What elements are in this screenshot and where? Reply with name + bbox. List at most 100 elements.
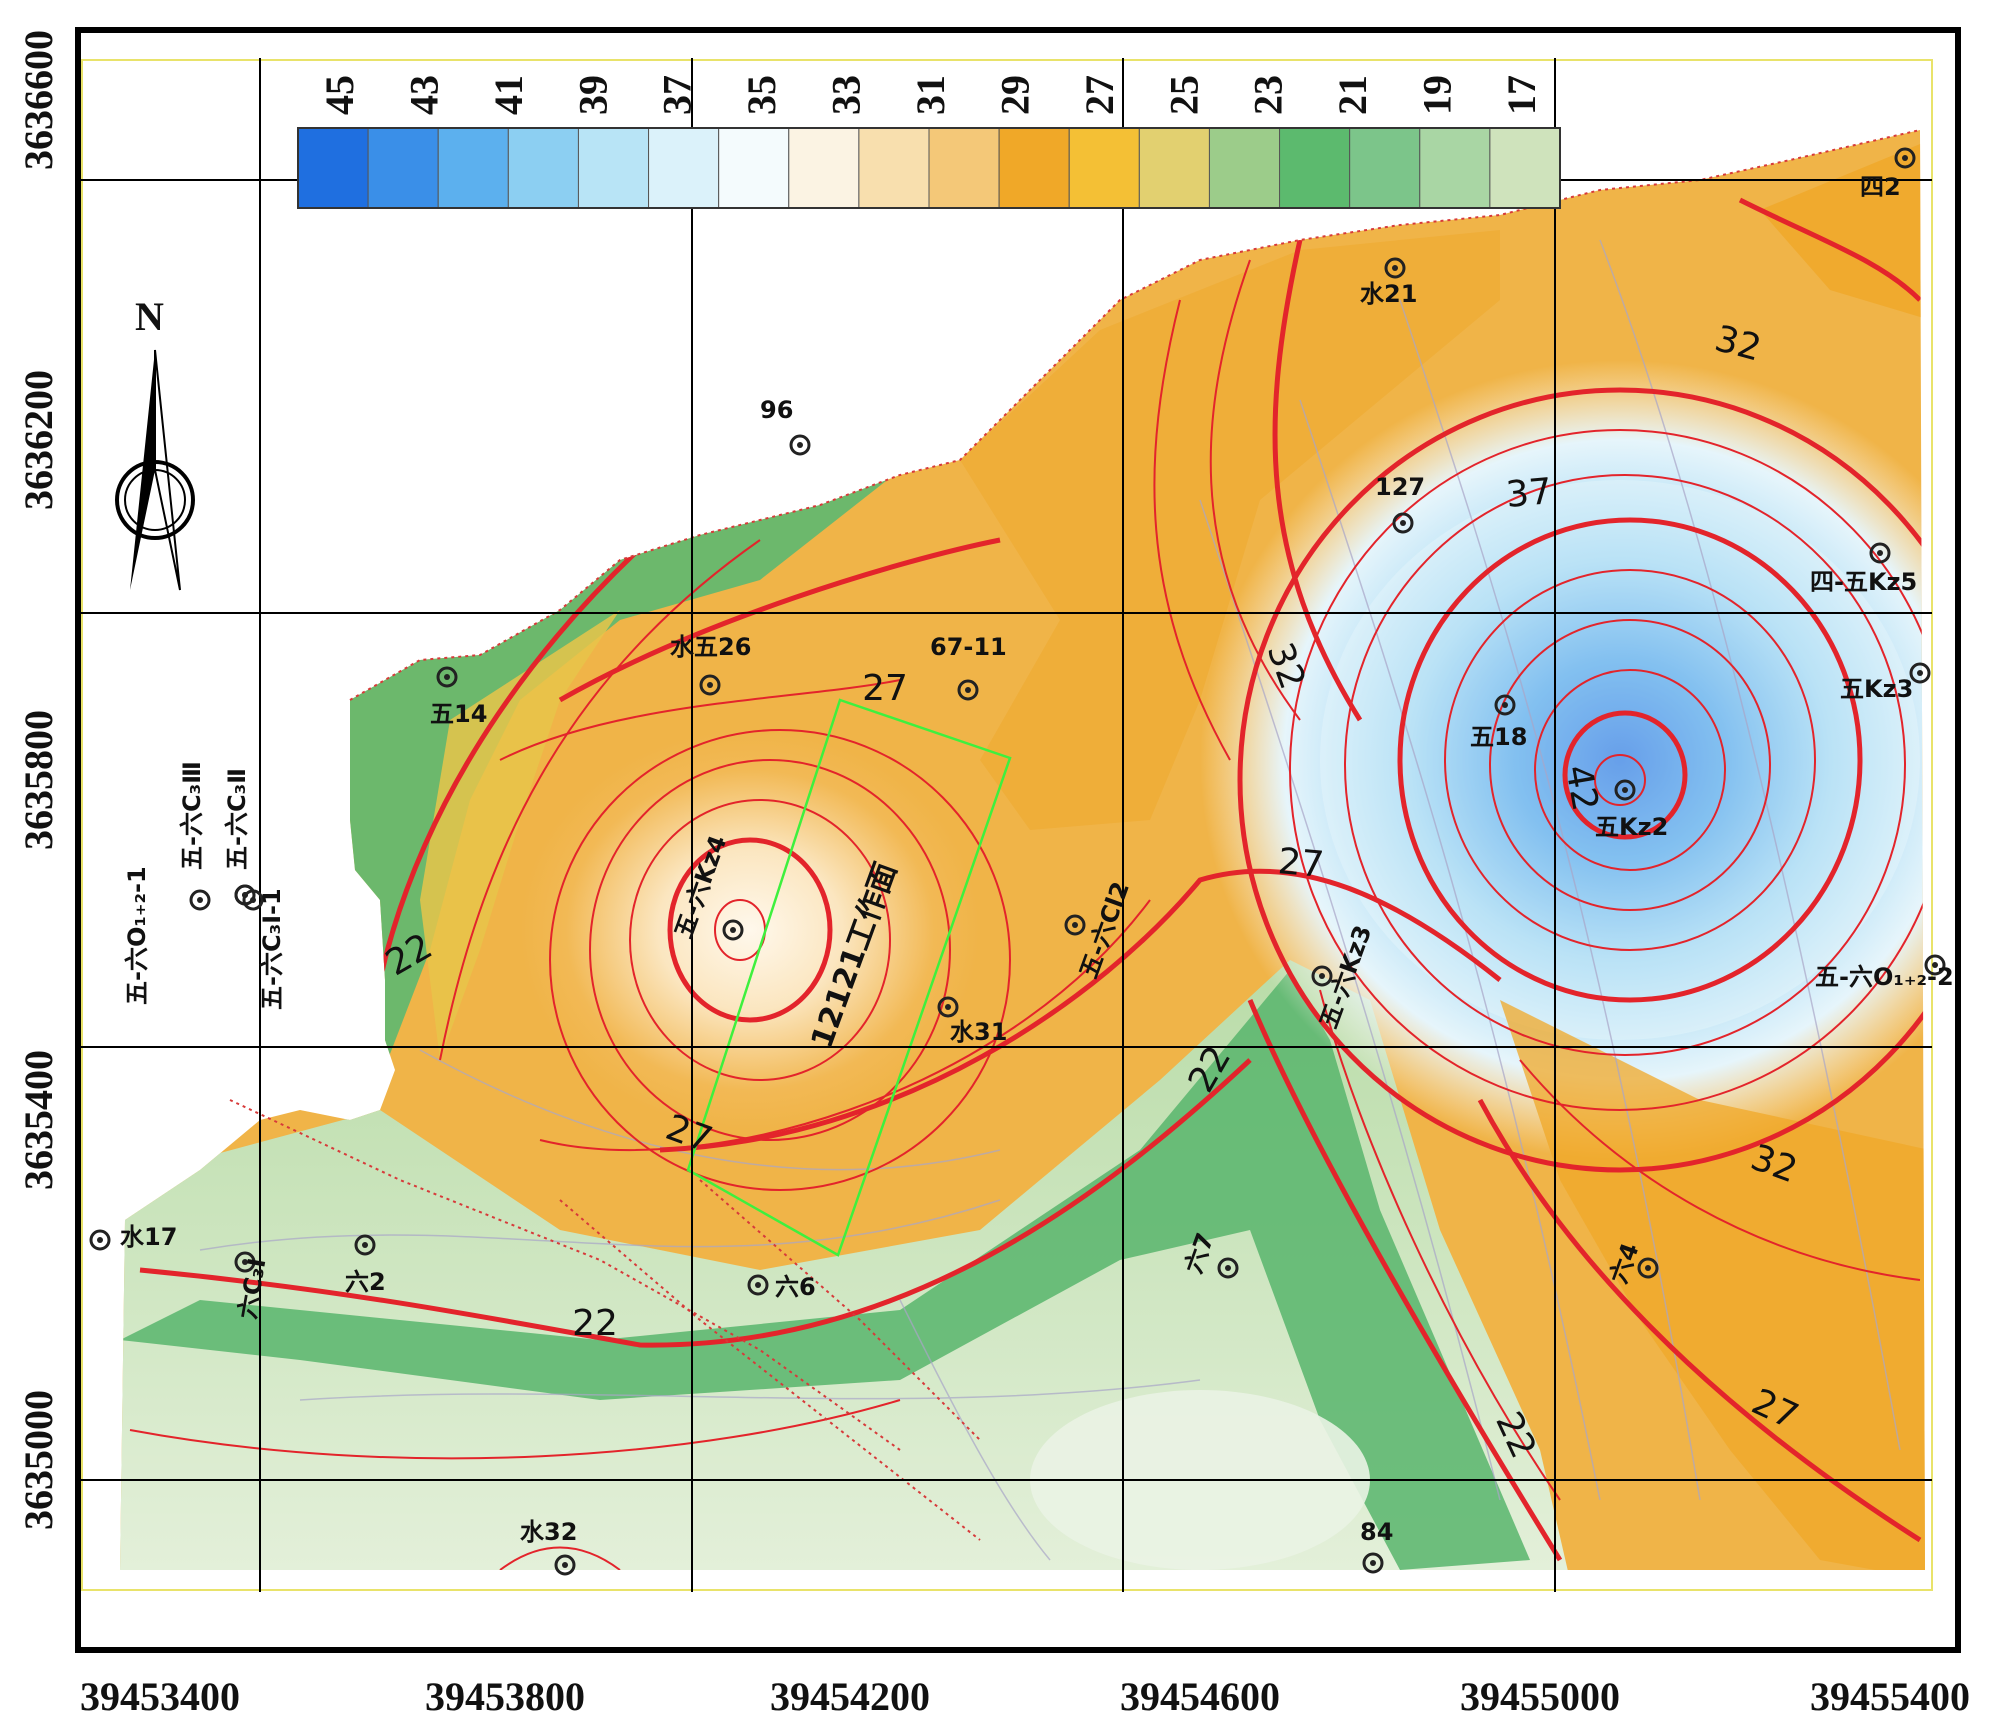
- legend-label: 29: [992, 75, 1037, 115]
- well-label: 水21: [1360, 280, 1417, 308]
- legend-label: 21: [1330, 75, 1375, 115]
- well-marker: [957, 679, 979, 701]
- x-tick-label: 39453400: [80, 1674, 240, 1719]
- legend-label: 35: [739, 75, 784, 115]
- contour-value-label: 37: [1504, 471, 1553, 516]
- well-label: 五-六O₁₊₂-2: [1815, 963, 1954, 991]
- legend-label: 43: [401, 75, 446, 115]
- y-tick-label: 3635400: [16, 1050, 61, 1190]
- legend-label: 37: [655, 75, 700, 115]
- legend-swatch: [928, 127, 1000, 209]
- legend-swatch: [1138, 127, 1210, 209]
- well-marker: [1384, 257, 1406, 279]
- x-tick-label: 39454600: [1120, 1674, 1280, 1719]
- well-label: 四-五Kz5: [1810, 568, 1917, 596]
- boundary-line: [349, 129, 1921, 701]
- legend-swatch: [1489, 127, 1561, 209]
- legend-swatch: [1349, 127, 1421, 209]
- well-marker: [1637, 1257, 1659, 1279]
- y-tick-label: 3635000: [16, 1390, 61, 1530]
- north-label: N: [135, 294, 164, 339]
- working-face-12121: [686, 698, 1012, 1257]
- well-marker: [1924, 954, 1946, 976]
- well-marker: [436, 666, 458, 688]
- legend-swatch: [718, 127, 790, 209]
- well-label: 五-六C₃Ⅲ: [178, 761, 206, 870]
- well-marker: [234, 1251, 256, 1273]
- well-marker: [789, 434, 811, 456]
- legend-label: 23: [1246, 75, 1291, 115]
- well-label: 四2: [1860, 173, 1901, 201]
- contour-value-label: 27: [1276, 841, 1325, 886]
- contour-lines: [129, 197, 1925, 1570]
- well-markers: 96 水21 四2 127 四-五Kz5 水五26 67-11 五14 五18 五Kz3 五Kz2 五…: [89, 147, 1954, 1576]
- well-label: 水31: [950, 1018, 1007, 1046]
- legend-swatch: [577, 127, 650, 209]
- well-label: 水17: [120, 1223, 177, 1251]
- legend-swatch: [1068, 127, 1140, 209]
- legend-swatch: [297, 127, 369, 209]
- legend-swatch: [858, 127, 930, 209]
- well-label: 127: [1375, 473, 1425, 501]
- y-tick-label: 3635800: [16, 710, 61, 850]
- well-marker: [747, 1274, 769, 1296]
- well-label: 五Kz3: [1840, 675, 1913, 703]
- y-tick-label: 3636200: [16, 370, 61, 510]
- well-marker: [354, 1234, 376, 1256]
- well-label: 六2: [345, 1268, 386, 1296]
- well-marker: [1494, 694, 1516, 716]
- well-marker: [1869, 542, 1891, 564]
- y-axis-ticks: 3636600 3636200 3635800 3635400 3635000: [16, 30, 61, 1530]
- legend-label: 41: [486, 75, 531, 115]
- map-surface: [120, 130, 1925, 1570]
- legend-label: 39: [570, 75, 615, 115]
- well-marker: [1362, 1552, 1384, 1574]
- well-marker: [89, 1229, 111, 1251]
- well-label: 五-六C₃Ⅰ-1: [258, 888, 286, 1010]
- legend-swatch: [998, 127, 1070, 209]
- well-label: 五-六C₃Ⅱ: [223, 768, 251, 870]
- legend-swatch: [507, 127, 579, 209]
- well-label: 五Kz2: [1595, 813, 1668, 841]
- legend-swatch: [1419, 127, 1491, 209]
- x-tick-label: 39454200: [770, 1674, 930, 1719]
- x-tick-label: 39455400: [1810, 1674, 1970, 1719]
- x-tick-label: 39455000: [1460, 1674, 1620, 1719]
- well-label: 84: [1360, 1518, 1393, 1546]
- well-label: 96: [760, 396, 793, 424]
- map-frame: [75, 27, 1961, 1653]
- legend-label: 25: [1161, 75, 1206, 115]
- inner-frame: [81, 59, 1933, 1591]
- contour-value-label: 42: [1557, 762, 1605, 814]
- legend-label: 31: [908, 75, 953, 115]
- legend-swatch: [788, 127, 860, 209]
- legend-swatch: [1279, 127, 1351, 209]
- contour-value-label: 27: [862, 668, 908, 709]
- well-marker: [1217, 1257, 1239, 1279]
- well-marker: [189, 889, 211, 911]
- legend-label: 33: [824, 75, 869, 115]
- legend-label: 45: [317, 75, 362, 115]
- well-label: 五-六O₁₊₂-1: [123, 866, 151, 1005]
- well-marker: [242, 889, 264, 911]
- well-label: 水五26: [670, 633, 751, 661]
- well-marker: [937, 996, 959, 1018]
- legend-label: 19: [1415, 75, 1460, 115]
- legend-label: 17: [1499, 75, 1544, 115]
- well-marker: [1392, 512, 1414, 534]
- well-label: 五14: [430, 700, 487, 728]
- legend-swatch: [648, 127, 720, 209]
- y-tick-label: 3636600: [16, 30, 61, 170]
- well-marker: [1909, 662, 1931, 684]
- well-marker: [1894, 147, 1916, 169]
- legend-swatch: [1208, 127, 1281, 209]
- well-label: 六6: [775, 1273, 816, 1301]
- x-tick-label: 39453800: [425, 1674, 585, 1719]
- legend-swatch: [367, 127, 439, 209]
- well-label: 水32: [520, 1518, 577, 1546]
- color-legend: 45 43 41 39 37 35 33 31 29 27 25 23 21 19 17: [297, 75, 1561, 209]
- well-marker: [699, 674, 721, 696]
- contour-value-label: 22: [572, 1303, 618, 1344]
